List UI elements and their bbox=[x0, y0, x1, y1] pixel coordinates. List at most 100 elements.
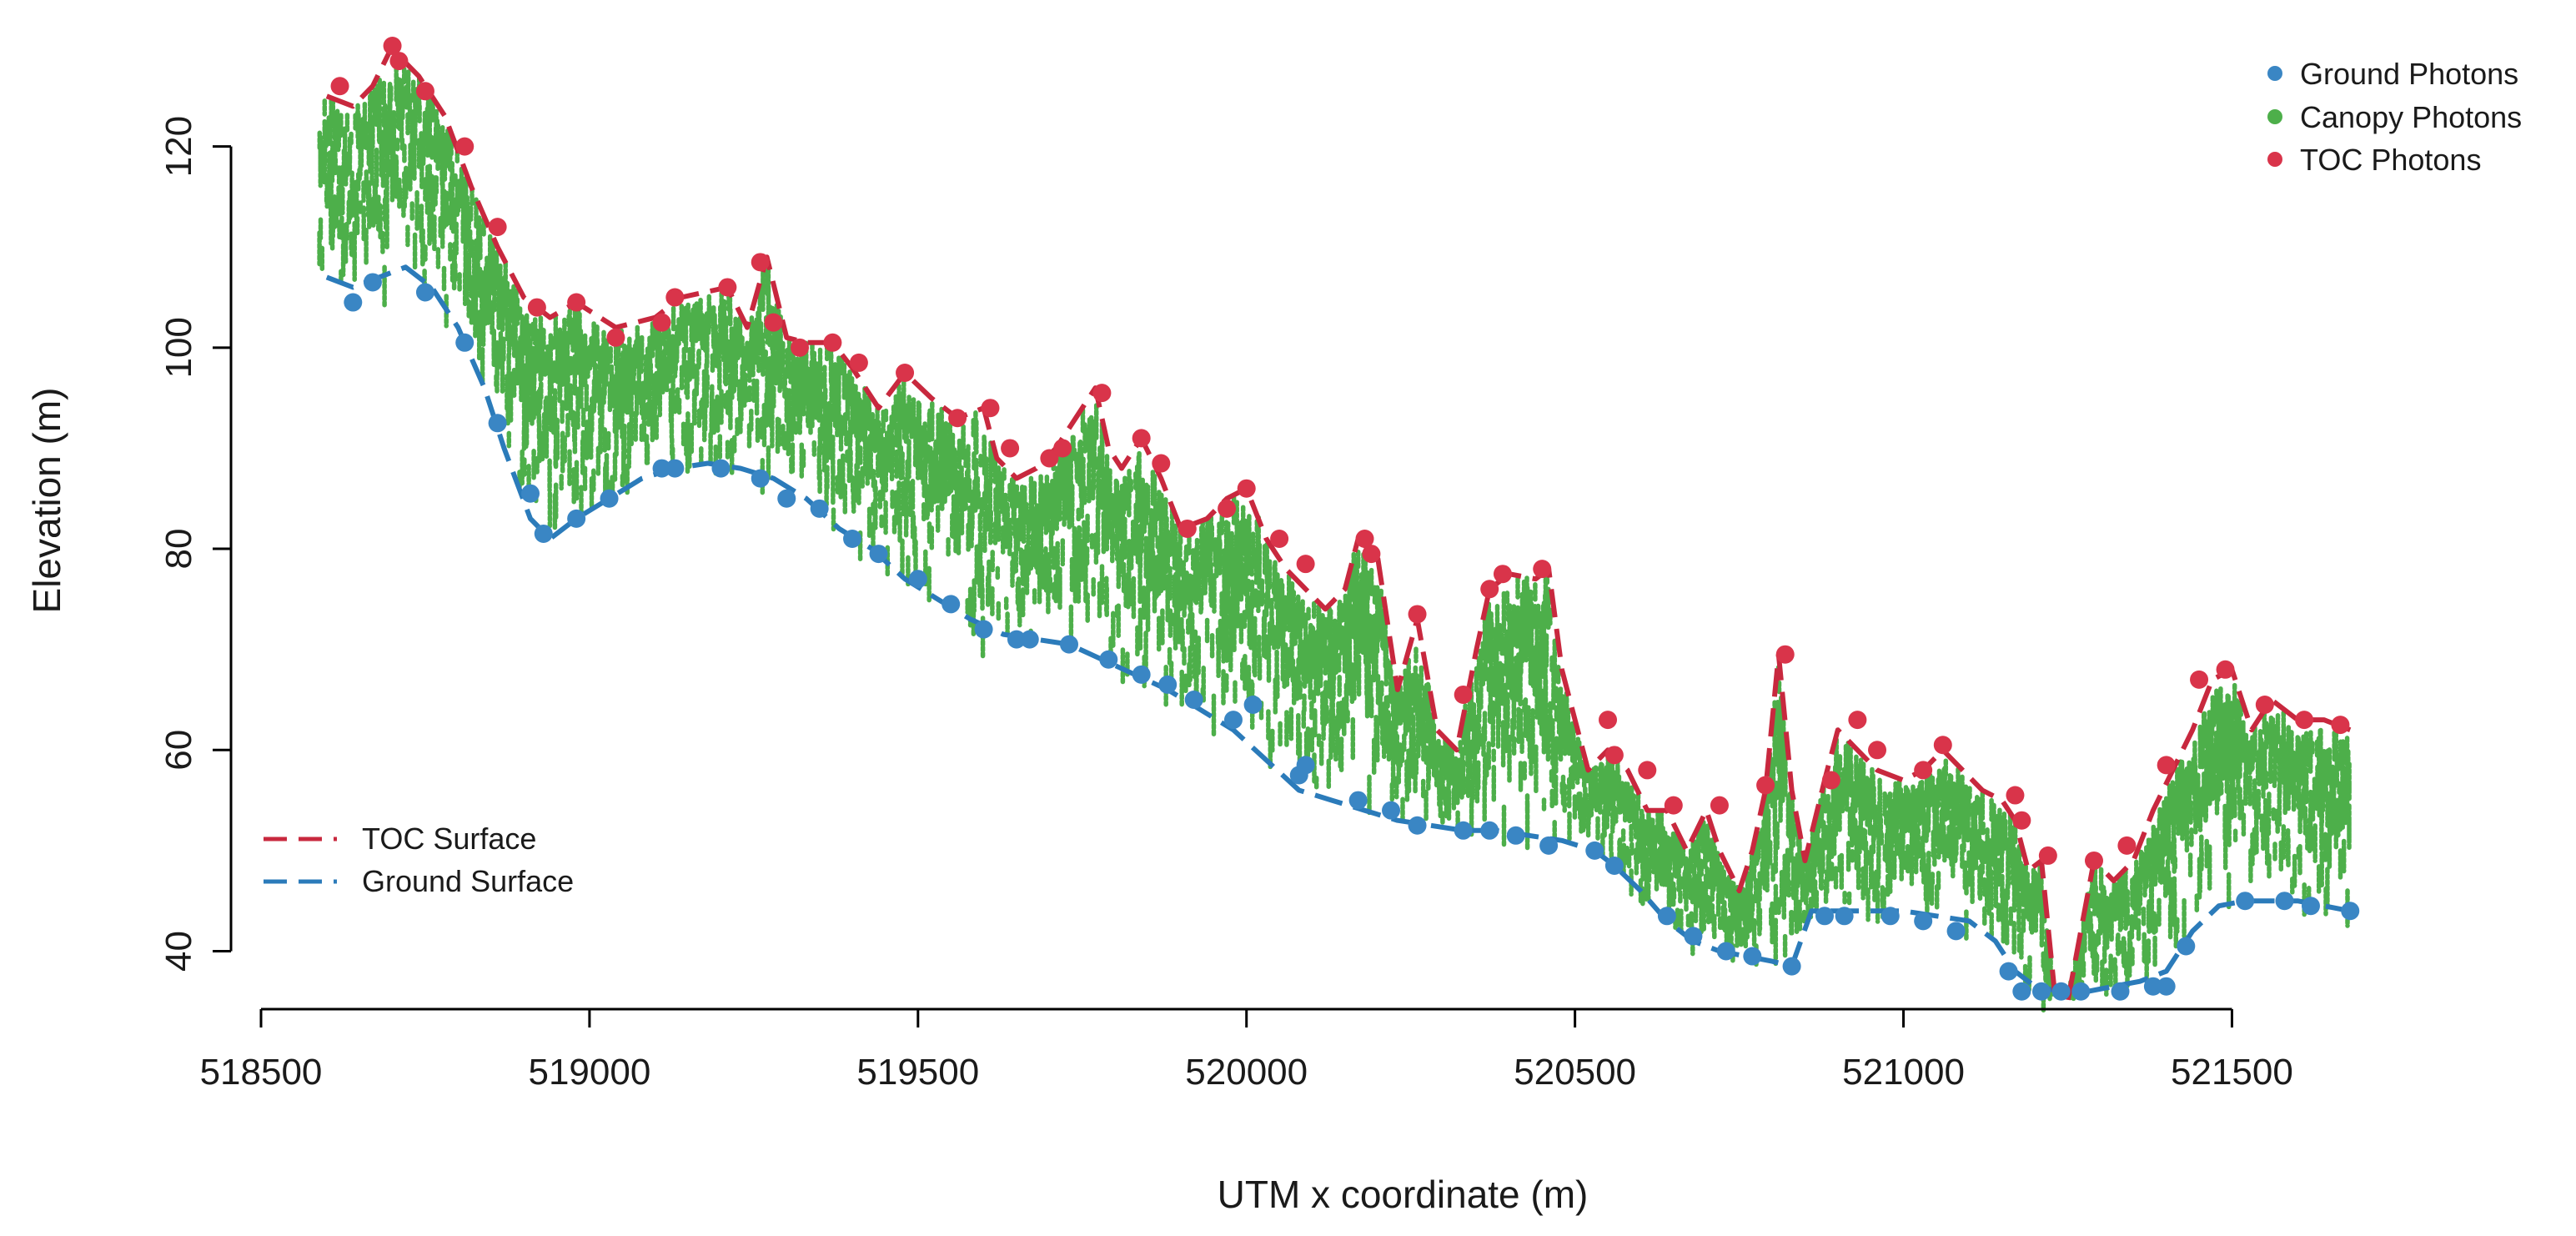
ground-photon-point bbox=[751, 469, 770, 488]
ground-photon-point bbox=[1020, 630, 1039, 649]
toc-photon-point bbox=[1408, 605, 1427, 624]
ground-photon-point bbox=[1881, 907, 1900, 926]
ground-photon-point bbox=[1782, 957, 1801, 976]
ground-photon-point bbox=[2143, 977, 2162, 996]
toc-photon-point bbox=[2084, 851, 2103, 870]
y-tick-label: 100 bbox=[158, 317, 199, 378]
toc-photon-point bbox=[1775, 645, 1795, 664]
ground-photon-point bbox=[2111, 982, 2130, 1001]
x-tick-label: 520500 bbox=[1514, 1052, 1636, 1093]
legend-label-ground: Ground Photons bbox=[2300, 57, 2518, 91]
legend-marker-toc bbox=[2267, 152, 2282, 167]
ground-photon-point bbox=[1539, 836, 1559, 855]
ground-photon-point bbox=[1132, 665, 1151, 684]
x-tick-label: 519000 bbox=[528, 1052, 650, 1093]
toc-photon-point bbox=[1821, 771, 1840, 790]
canopy-photons-series bbox=[317, 65, 2352, 1012]
ground-photon-point bbox=[2301, 897, 2320, 916]
ground-photon-point bbox=[1835, 907, 1854, 926]
ground-photon-point bbox=[810, 499, 829, 518]
ground-photon-point bbox=[711, 459, 731, 478]
toc-photon-point bbox=[764, 313, 783, 332]
ground-photon-point bbox=[2341, 902, 2360, 921]
toc-photon-point bbox=[896, 363, 915, 382]
toc-photon-point bbox=[1868, 741, 1887, 760]
toc-photon-point bbox=[383, 37, 402, 55]
ground-photon-point bbox=[1408, 816, 1427, 835]
ground-photon-point bbox=[1815, 907, 1834, 926]
legend-label-toc: TOC Photons bbox=[2300, 143, 2481, 177]
toc-photon-point bbox=[1454, 685, 1473, 704]
ground-photon-point bbox=[1060, 635, 1079, 654]
ground-photon-point bbox=[1223, 711, 1243, 730]
ground-photon-point bbox=[1743, 947, 1762, 966]
toc-photon-point bbox=[1178, 519, 1197, 538]
toc-photon-point bbox=[718, 278, 737, 297]
ground-photon-point bbox=[1348, 791, 1368, 810]
ground-photon-point bbox=[974, 620, 993, 639]
y-tick-label: 40 bbox=[158, 931, 199, 972]
axes: 518500 519000 519500 520000 520500 521000 5215… bbox=[158, 116, 2293, 1093]
x-tick-label: 521500 bbox=[2171, 1052, 2293, 1093]
toc-photon-point bbox=[1533, 560, 1552, 579]
toc-photon-point bbox=[527, 298, 546, 317]
ground-photon-point bbox=[665, 459, 685, 478]
toc-photon-point bbox=[1914, 761, 1933, 780]
ground-photon-point bbox=[942, 595, 961, 614]
y-tick-label: 80 bbox=[158, 529, 199, 570]
toc-photon-point bbox=[330, 77, 349, 96]
toc-photon-point bbox=[849, 353, 868, 372]
ground-photon-point bbox=[1506, 826, 1525, 845]
y-axis-ticks: 40 60 80 100 120 bbox=[158, 116, 231, 972]
ground-photon-point bbox=[1914, 912, 1933, 931]
ground-photon-point bbox=[1007, 630, 1026, 649]
toc-photon-point bbox=[2190, 670, 2209, 689]
ground-photon-point bbox=[2012, 982, 2031, 1001]
toc-photon-point bbox=[1132, 429, 1151, 448]
toc-photon-point bbox=[981, 399, 1000, 418]
ground-photon-point bbox=[869, 545, 888, 564]
x-axis-title: UTM x coordinate (m) bbox=[1218, 1173, 1589, 1216]
toc-photon-point bbox=[1493, 565, 1512, 584]
toc-photon-point bbox=[1237, 479, 1256, 498]
ground-photon-point bbox=[488, 414, 507, 433]
ground-photon-point bbox=[415, 283, 434, 302]
legend-photons: Ground Photons Canopy Photons TOC Photon… bbox=[2267, 57, 2522, 177]
toc-photon-point bbox=[2255, 696, 2274, 715]
toc-photon-point bbox=[1599, 711, 1618, 730]
toc-photon-point bbox=[1296, 555, 1315, 574]
ground-photon-point bbox=[1946, 922, 1966, 941]
toc-photon-point bbox=[1933, 736, 1952, 755]
toc-photon-point bbox=[2331, 716, 2350, 735]
ground-photon-point bbox=[1382, 801, 1401, 820]
toc-photon-point bbox=[1092, 384, 1112, 403]
toc-photon-point bbox=[1152, 454, 1171, 473]
ground-photon-point bbox=[777, 489, 796, 508]
toc-photon-point bbox=[1848, 711, 1867, 730]
ground-photon-point bbox=[534, 524, 553, 543]
ground-photon-point bbox=[2177, 937, 2196, 956]
ground-photon-point bbox=[521, 484, 540, 503]
toc-photon-point bbox=[2295, 711, 2314, 730]
toc-photon-point bbox=[1362, 545, 1381, 564]
toc-photon-point bbox=[1480, 580, 1499, 599]
y-axis-title: Elevation (m) bbox=[25, 388, 68, 614]
toc-photon-point bbox=[415, 82, 434, 101]
toc-photon-point bbox=[1053, 439, 1072, 458]
ground-photon-point bbox=[1480, 821, 1499, 840]
ground-photon-point bbox=[1158, 675, 1178, 694]
ground-photon-point bbox=[344, 293, 363, 312]
y-tick-label: 120 bbox=[158, 116, 199, 177]
toc-photon-point bbox=[1710, 796, 1729, 815]
toc-photon-point bbox=[823, 333, 842, 352]
ground-photon-point bbox=[567, 509, 586, 528]
y-tick-label: 60 bbox=[158, 730, 199, 771]
ground-photon-point bbox=[363, 273, 382, 292]
ground-photon-point bbox=[2071, 982, 2091, 1001]
toc-photon-point bbox=[1638, 761, 1657, 780]
ground-photon-point bbox=[652, 459, 671, 478]
ground-photon-point bbox=[1585, 841, 1604, 860]
toc-photon-point bbox=[1040, 449, 1059, 468]
legend-marker-canopy bbox=[2267, 109, 2282, 124]
